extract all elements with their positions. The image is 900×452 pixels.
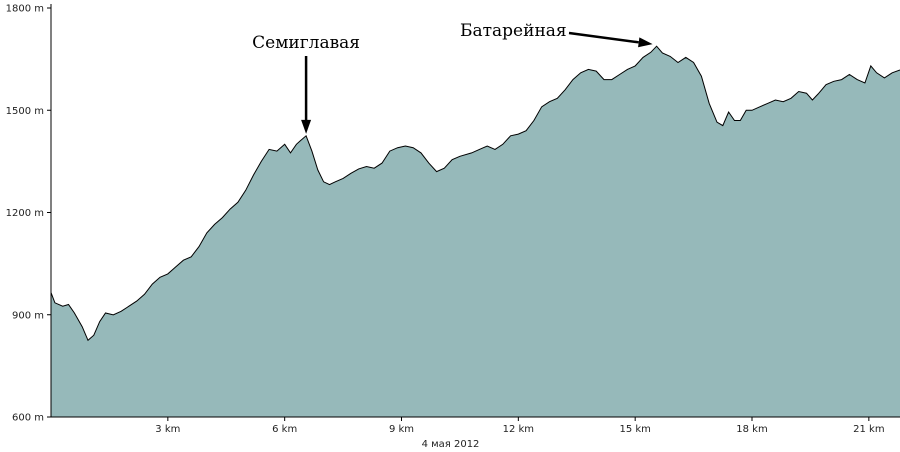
x-tick-label: 12 km [503, 424, 534, 435]
x-tick-label: 6 km [272, 424, 297, 435]
elevation-area [51, 46, 900, 417]
elevation-line [50, 45, 900, 342]
y-tick-label: 1500 m [6, 106, 44, 117]
x-tick-label: 15 km [619, 424, 650, 435]
arrowhead-batareynaya [638, 37, 653, 48]
peak-label-batareynaya: Батарейная [460, 21, 567, 41]
y-tick-label: 1800 m [6, 4, 44, 15]
y-tick-label: 1200 m [6, 208, 44, 219]
y-axis-ticks: 600 m 900 m 1200 m 1500 m 1800 m [6, 4, 51, 424]
x-axis-label: 4 мая 2012 [422, 439, 480, 450]
x-tick-label: 9 km [389, 424, 414, 435]
x-tick-label: 21 km [853, 424, 884, 435]
x-tick-label: 18 km [736, 424, 767, 435]
peak-label-semiglavaya: Семиглавая [252, 33, 360, 53]
x-axis-ticks: 3 km 6 km 9 km 12 km 15 km 18 km 21 km [155, 417, 885, 435]
x-tick-label: 3 km [155, 424, 180, 435]
arrowhead-semiglavaya [301, 119, 312, 134]
y-tick-label: 900 m [12, 310, 44, 321]
peak-annotations: Семиглавая Батарейная [252, 21, 653, 134]
arrow-batareynaya [568, 31, 639, 44]
y-tick-label: 600 m [12, 413, 44, 424]
